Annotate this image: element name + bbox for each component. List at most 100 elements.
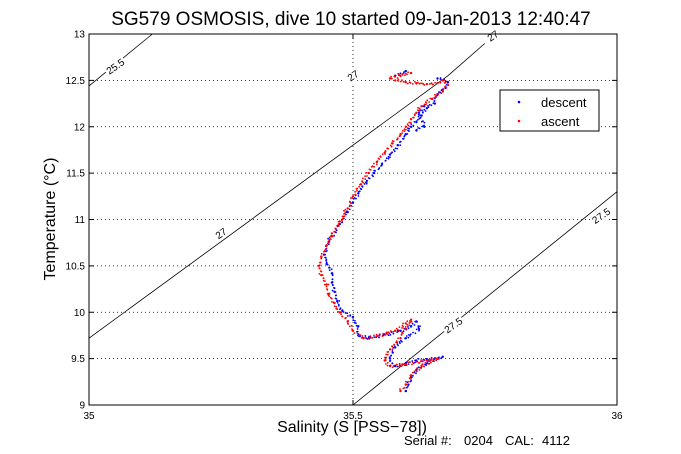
descent-point: [415, 372, 417, 375]
ascent-point: [417, 106, 419, 109]
ascent-point: [399, 337, 402, 340]
descent-point: [417, 357, 420, 360]
descent-point: [396, 144, 399, 146]
ascent-point: [421, 363, 424, 365]
ascent-point: [351, 195, 355, 198]
ascent-point: [438, 90, 440, 93]
ascent-point: [371, 337, 374, 339]
ascent-point: [388, 77, 392, 80]
ascent-point: [330, 232, 334, 235]
descent-point: [364, 335, 367, 337]
descent-point: [337, 303, 340, 306]
descent-point: [338, 300, 341, 302]
ascent-point: [393, 364, 396, 367]
ascent-point: [329, 235, 332, 238]
descent-point: [344, 312, 347, 314]
descent-point: [399, 144, 402, 147]
ascent-point: [398, 365, 401, 368]
ascent-point: [328, 239, 330, 242]
ascent-point: [401, 132, 403, 135]
ascent-point: [318, 273, 321, 275]
ascent-point: [397, 329, 400, 331]
descent-point: [377, 168, 380, 171]
ascent-point: [328, 292, 331, 295]
ascent-point: [335, 306, 338, 308]
y-tick-label: 11.5: [66, 169, 85, 180]
descent-point: [404, 337, 406, 340]
descent-point: [444, 80, 447, 83]
ascent-point: [405, 364, 408, 367]
ascent-point: [331, 235, 334, 238]
descent-point: [439, 77, 442, 79]
ascent-point: [428, 360, 430, 363]
ascent-point: [397, 78, 400, 81]
ascent-point: [350, 202, 352, 205]
ascent-point: [423, 84, 426, 86]
ascent-point: [321, 274, 324, 276]
ascent-point: [419, 360, 422, 363]
descent-point: [357, 190, 360, 193]
descent-point: [407, 327, 410, 330]
ascent-point: [427, 362, 430, 365]
ascent-point: [412, 116, 414, 119]
isopycnal-label-bg: [480, 24, 506, 48]
descent-point: [393, 150, 396, 153]
ascent-point: [331, 301, 333, 303]
descent-point: [400, 339, 402, 342]
chart-title: SG579 OSMOSIS, dive 10 started 09-Jan-20…: [111, 9, 591, 30]
descent-point: [423, 125, 426, 128]
ascent-point: [405, 128, 407, 131]
ascent-point: [323, 283, 326, 286]
ascent-point: [388, 332, 391, 335]
y-tick-label: 9: [79, 401, 85, 412]
isopycnal-label-bg: [440, 314, 466, 337]
serial-value: 0204: [464, 433, 493, 448]
ascent-point: [346, 320, 349, 323]
isopycnal-label-bg: [588, 204, 614, 228]
descent-point: [378, 336, 380, 339]
descent-point: [373, 336, 376, 338]
descent-point: [380, 162, 384, 166]
descent-point: [398, 341, 401, 343]
ascent-point: [364, 336, 367, 339]
descent-point: [328, 269, 331, 271]
ascent-point: [410, 320, 413, 323]
ascent-point: [415, 360, 418, 363]
ascent-point: [320, 257, 323, 260]
ascent-point: [407, 71, 409, 74]
ascent-point: [394, 79, 397, 82]
ascent-point: [385, 363, 387, 365]
ascent-point: [396, 77, 399, 79]
ascent-point: [323, 250, 326, 252]
ascent-point: [417, 81, 419, 84]
ascent-point: [367, 171, 370, 175]
ascent-point: [329, 238, 332, 241]
x-tick-label: 36: [611, 411, 623, 422]
y-tick-label: 10: [74, 308, 86, 319]
ascent-point: [333, 230, 336, 233]
ascent-point: [418, 369, 421, 371]
x-tick-label: 35: [83, 411, 95, 422]
descent-point: [417, 113, 420, 116]
isopycnal-label-bg: [102, 55, 128, 78]
ascent-point: [337, 223, 340, 225]
descent-point: [391, 362, 394, 364]
descent-point: [332, 284, 334, 287]
ascent-point: [437, 93, 440, 96]
isopycnal-label-bg: [340, 64, 366, 87]
ascent-point: [425, 103, 427, 106]
ascent-point: [436, 357, 439, 360]
descent-point: [423, 108, 426, 111]
descent-point: [325, 261, 328, 264]
ascent-point: [402, 80, 405, 83]
ascent-point: [409, 320, 411, 322]
descent-point: [418, 117, 421, 120]
ascent-point: [333, 305, 336, 308]
descent-point: [415, 129, 418, 132]
ascent-point: [396, 137, 399, 140]
ascent-point: [439, 81, 442, 84]
descent-point: [409, 325, 413, 328]
descent-point: [411, 360, 414, 362]
descent-point: [331, 278, 334, 281]
ascent-point: [404, 322, 407, 325]
